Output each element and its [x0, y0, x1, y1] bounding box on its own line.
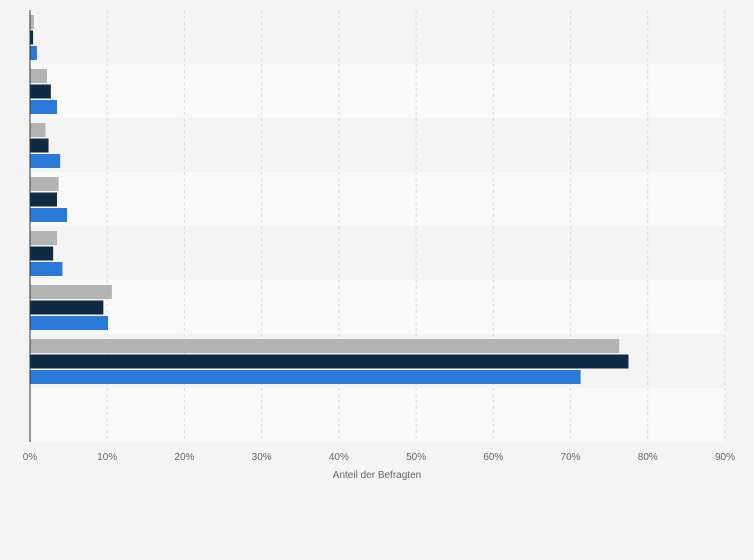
x-tick-label: 40%	[329, 452, 349, 463]
bar	[30, 84, 51, 99]
category-band	[30, 64, 725, 118]
x-tick-labels: 0% 10% 20% 30% 40% 50% 60% 70% 80% 90%	[23, 452, 735, 463]
category-band	[30, 226, 725, 280]
x-tick-label: 20%	[174, 452, 194, 463]
bar	[30, 339, 620, 353]
bar	[30, 370, 581, 384]
x-tick-label: 90%	[715, 452, 735, 463]
x-tick-label: 80%	[638, 452, 658, 463]
bar	[30, 246, 54, 261]
bar	[30, 69, 47, 83]
bar	[30, 30, 34, 45]
category-band	[30, 172, 725, 226]
bar	[30, 208, 68, 222]
bar	[30, 177, 59, 191]
bar	[30, 285, 112, 299]
bar	[30, 123, 46, 137]
bar	[30, 316, 108, 330]
bars	[30, 15, 629, 384]
bar	[30, 262, 63, 276]
x-tick-label: 70%	[561, 452, 581, 463]
bar	[30, 300, 104, 315]
category-band	[30, 118, 725, 172]
bar	[30, 138, 49, 153]
category-band	[30, 280, 725, 334]
bar	[30, 46, 37, 60]
x-tick-label: 30%	[252, 452, 272, 463]
bar	[30, 15, 34, 29]
bar	[30, 231, 58, 245]
x-axis-label: Anteil der Befragten	[333, 470, 421, 481]
x-tick-label: 50%	[406, 452, 426, 463]
bar	[30, 354, 629, 369]
bar	[30, 100, 58, 114]
x-tick-label: 60%	[483, 452, 503, 463]
category-band	[30, 388, 725, 442]
bar	[30, 154, 61, 168]
category-band	[30, 10, 725, 64]
x-tick-label: 0%	[23, 452, 38, 463]
x-tick-label: 10%	[97, 452, 117, 463]
bar	[30, 192, 58, 207]
